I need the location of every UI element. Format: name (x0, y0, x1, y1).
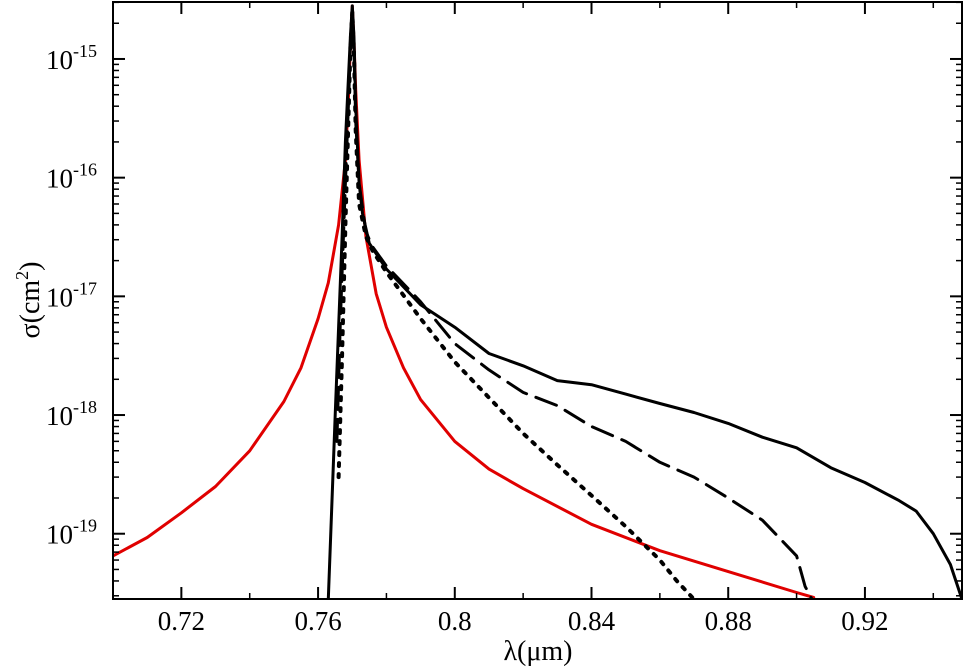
series-line-4 (336, 9, 696, 599)
x-tick-label: 0.88 (705, 606, 752, 636)
y-axis-title-end: ) (15, 262, 46, 271)
x-tick-label: 0.92 (841, 606, 888, 636)
y-tick-label: 10-19 (46, 516, 97, 550)
x-axis-title: λ(μm) (503, 636, 572, 667)
x-tick-label: 0.72 (158, 606, 205, 636)
series-line-1 (113, 4, 816, 599)
y-tick-label: 10-17 (46, 278, 97, 312)
y-axis-title: σ(cm2) (12, 262, 46, 339)
x-tick-label: 0.84 (568, 606, 616, 636)
y-tick-label: 10-18 (46, 397, 97, 431)
plot-series (113, 4, 962, 599)
y-axis-title-base: σ(cm (15, 280, 46, 339)
x-tick-label: 0.8 (438, 606, 472, 636)
y-tick-label: 10-16 (46, 160, 97, 194)
axis-ticks (112, 1, 962, 599)
y-axis-title-sup: 2 (12, 271, 32, 280)
series-line-2 (326, 4, 962, 599)
axis-tick-labels: 0.72 0.76 0.8 0.84 0.88 0.92 10-15 10-16 10-17 10… (46, 41, 889, 636)
plot-frame (112, 1, 963, 600)
y-tick-label: 10-15 (46, 41, 97, 75)
x-tick-label: 0.76 (294, 606, 341, 636)
